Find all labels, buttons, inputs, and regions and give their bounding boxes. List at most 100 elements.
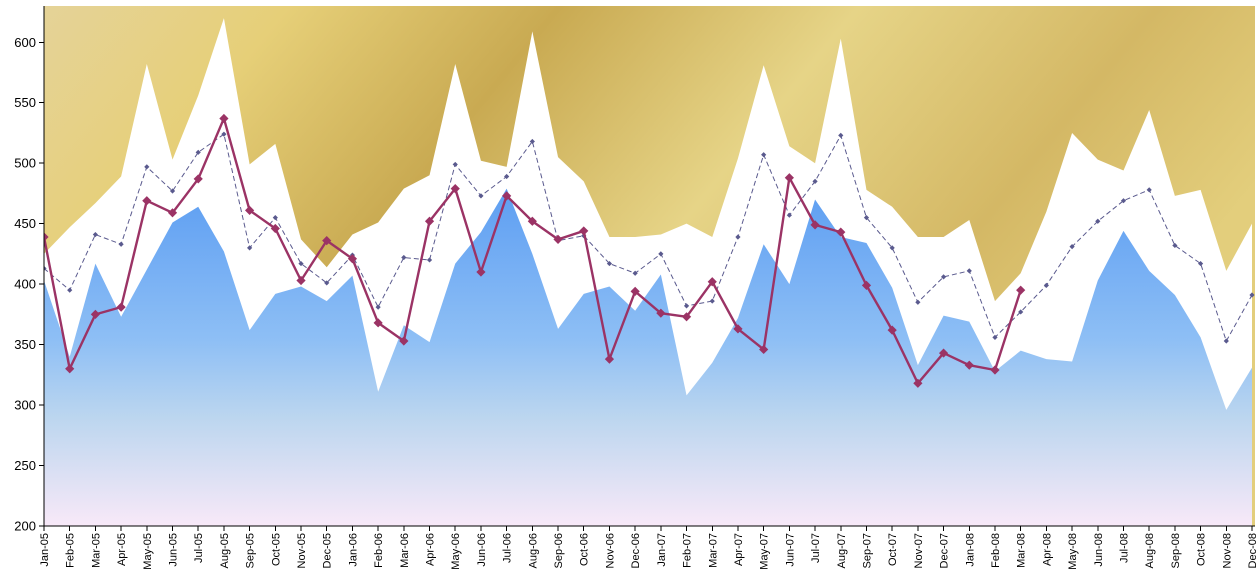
dashed-series-point <box>838 132 844 138</box>
solid-series-point <box>44 232 49 242</box>
dashed-series-point <box>940 274 947 280</box>
dashed-series-point <box>966 268 972 274</box>
x-tick-label: Nov-06 <box>604 533 616 568</box>
solid-series-point <box>373 318 383 328</box>
dashed-series-point <box>1018 309 1024 315</box>
dashed-series-line <box>44 133 1253 343</box>
dashed-series-point <box>144 164 150 170</box>
dashed-series-point <box>863 215 870 221</box>
solid-series-point <box>938 348 949 358</box>
y-tick-label: 550 <box>14 95 36 110</box>
dashed-series-point <box>247 245 253 251</box>
x-tick-label: Jan-08 <box>964 533 976 567</box>
lower-band-area <box>44 188 1252 526</box>
dashed-series-point <box>1095 218 1101 224</box>
dashed-series-point <box>1069 244 1075 250</box>
x-tick-label: Apr-07 <box>733 533 745 566</box>
solid-series-point <box>681 312 692 322</box>
x-tick-label: Mar-08 <box>1016 533 1028 568</box>
x-tick-label: Aug-08 <box>1144 533 1156 568</box>
x-tick-label: Jul-06 <box>502 533 514 563</box>
x-tick-label: Mar-05 <box>90 533 102 568</box>
x-tick-label: Aug-07 <box>836 533 848 568</box>
dashed-series-point <box>221 131 227 137</box>
solid-series-point <box>990 365 1000 375</box>
x-tick-label: Jul-05 <box>193 533 205 563</box>
dashed-series-point <box>1043 282 1049 288</box>
solid-series-point <box>167 208 178 218</box>
x-tick-label: Feb-05 <box>65 533 77 568</box>
solid-series-point <box>1016 285 1026 295</box>
y-axis: 200 250 300 350 400 450 500 550 600 <box>14 6 45 534</box>
x-tick-label: Jun-06 <box>476 533 488 567</box>
x-tick-label: May-08 <box>1067 533 1079 570</box>
dashed-series-point <box>375 304 381 310</box>
dashed-series-point <box>786 212 792 218</box>
dashed-series-point <box>426 257 433 263</box>
dashed-series-point <box>606 260 613 267</box>
x-tick-label: Jan-05 <box>39 533 51 567</box>
solid-series-point <box>142 196 152 206</box>
solid-series-point <box>553 234 563 244</box>
solid-series-point <box>630 286 640 296</box>
dashed-series-point <box>812 178 818 184</box>
dashed-series-point <box>529 138 535 145</box>
solid-series-point <box>245 205 255 215</box>
x-tick-label: Nov-08 <box>1221 533 1233 568</box>
solid-series-point <box>656 308 666 318</box>
dashed-series-point <box>1223 338 1229 344</box>
x-tick-label: Sep-07 <box>861 533 873 568</box>
y-tick-label: 250 <box>14 458 36 473</box>
dashed-series-point <box>709 298 715 304</box>
x-tick-label: Oct-08 <box>1196 533 1208 566</box>
dashed-series-point <box>1146 187 1152 193</box>
solid-series-point <box>502 191 512 201</box>
dashed-series-point <box>298 260 304 267</box>
x-tick-label: Apr-06 <box>425 533 437 566</box>
dashed-series-point <box>1172 242 1178 249</box>
x-tick-label: Jul-07 <box>810 533 822 563</box>
solid-series-point <box>270 223 280 234</box>
x-tick-label: Jun-08 <box>1093 533 1105 567</box>
solid-series-point <box>964 360 974 370</box>
x-tick-label: Feb-07 <box>682 533 694 568</box>
x-tick-label: Apr-08 <box>1041 533 1053 566</box>
x-tick-label: Apr-05 <box>116 533 128 566</box>
solid-series-point <box>887 325 897 335</box>
dashed-series-point <box>169 188 176 194</box>
x-tick-label: Dec-05 <box>322 533 334 568</box>
solid-series-point <box>193 174 203 184</box>
solid-series-point <box>759 344 769 355</box>
solid-series <box>44 113 1026 388</box>
dashed-series-point <box>324 280 330 286</box>
x-tick-label: Feb-06 <box>373 533 385 568</box>
solid-series-point <box>784 173 794 183</box>
solid-series-point <box>322 236 332 246</box>
solid-series-point <box>604 354 615 364</box>
dashed-series-point <box>92 231 99 238</box>
dashed-series-point <box>915 299 921 305</box>
dashed-series-point <box>44 265 47 272</box>
dashed-series-point <box>401 254 407 261</box>
dashed-series-point <box>1120 198 1127 204</box>
dashed-series-point <box>478 193 484 199</box>
x-tick-label: Jun-07 <box>784 533 796 567</box>
y-tick-label: 500 <box>14 156 36 171</box>
solid-series-point <box>424 216 435 226</box>
x-tick-label: Aug-06 <box>527 533 539 568</box>
x-tick-label: Jul-08 <box>1118 533 1130 563</box>
dashed-series-point <box>761 152 767 158</box>
solid-series-point <box>527 216 537 226</box>
solid-series-point <box>836 227 846 237</box>
y-tick-label: 350 <box>14 337 36 352</box>
y-tick-label: 450 <box>14 216 36 231</box>
y-tick-label: 300 <box>14 398 36 413</box>
x-tick-label: Feb-08 <box>990 533 1002 568</box>
x-tick-label: May-07 <box>759 533 771 570</box>
x-tick-label: Jan-06 <box>347 533 359 567</box>
solid-series-point <box>347 254 358 264</box>
x-axis: Jan-05 Feb-05 Mar-05 Apr-05 May-05 Jun-05 Jul-… <box>39 525 1258 570</box>
solid-series-point <box>913 378 923 388</box>
solid-series-point <box>810 220 820 230</box>
